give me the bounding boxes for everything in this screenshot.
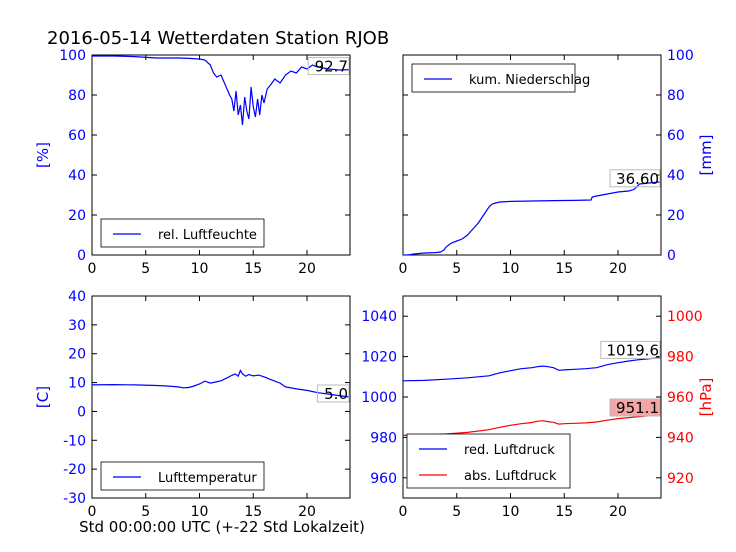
panel-temperature: 0 5 10 15 20 -30 -20 -10 0 10 20 30 40 [C] 5.0 Lufttemp…: [34, 289, 351, 520]
y-tick-label-right: 1000: [667, 309, 703, 325]
legend-box: [411, 63, 576, 93]
y-tick-label-right: 940: [667, 430, 694, 446]
x-tick-label: 10: [502, 261, 520, 277]
legend-label: abs. Luftdruck: [464, 469, 557, 484]
x-tick-label: 15: [244, 504, 262, 520]
x-tick-label: 20: [298, 504, 316, 520]
y-axis-label: [hPa]: [697, 378, 715, 417]
x-tick-label: 10: [191, 261, 209, 277]
y-tick-label: 40: [68, 289, 86, 305]
series-line: [403, 356, 661, 382]
panel-pressure: 0 5 10 15 20 960 980 1000 1020 1040 920 940 960 980 10…: [361, 295, 715, 520]
y-tick-label: -10: [63, 433, 86, 449]
legend-box: [406, 433, 571, 489]
y-axis-label: [mm]: [697, 135, 715, 176]
legend-label: rel. Luftfeuchte: [158, 228, 257, 243]
y-tick-label: 10: [68, 376, 86, 392]
x-tick-label: 5: [452, 504, 461, 520]
series-line: [403, 181, 661, 255]
series-line: [92, 369, 350, 398]
y-tick-label: -20: [63, 462, 86, 478]
y-tick-label-right: 920: [667, 471, 694, 487]
y-tick-label: 40: [68, 168, 86, 184]
last-value-label: 951.1: [616, 399, 659, 417]
y-tick-label: 980: [370, 430, 397, 446]
x-axis-label: Std 00:00:00 UTC (+-22 Std Lokalzeit): [79, 518, 365, 536]
last-value-label: 36.60: [616, 170, 659, 188]
y-tick-label: 20: [68, 208, 86, 224]
last-value-box: [609, 398, 661, 417]
panel-precipitation: 0 5 10 15 20 0 20 40 60 80 100 [mm] 36.60 kum. Nieder…: [399, 48, 715, 277]
x-tick-label: 15: [555, 504, 573, 520]
y-tick-label-right: 960: [667, 390, 694, 406]
x-tick-label: 0: [88, 261, 97, 277]
y-tick-label: 1040: [361, 309, 397, 325]
y-tick-label: 20: [68, 347, 86, 363]
legend-box: [100, 218, 265, 248]
last-value-box: [609, 169, 661, 188]
y-tick-label-right: 20: [667, 208, 685, 224]
series-line: [403, 414, 661, 436]
last-value-box: [316, 384, 350, 403]
panel-humidity: 0 5 10 15 20 0 20 40 60 80 100 [%] 92.7 rel. Luftfeuc…: [34, 48, 351, 277]
y-tick-label-right: 80: [667, 88, 685, 104]
x-tick-label: 15: [244, 261, 262, 277]
x-tick-label: 5: [141, 261, 150, 277]
y-tick-label-right: 40: [667, 168, 685, 184]
last-value-box: [307, 57, 350, 76]
figure-title: 2016-05-14 Wetterdaten Station RJOB: [47, 28, 389, 49]
y-axis-label: [%]: [34, 142, 52, 168]
y-tick-label: 1000: [361, 390, 397, 406]
plot-frame: [402, 54, 662, 256]
x-tick-label: 0: [88, 504, 97, 520]
y-tick-label: 960: [370, 471, 397, 487]
y-tick-label-right: 100: [667, 48, 694, 64]
x-tick-label: 20: [609, 504, 627, 520]
y-tick-label: 0: [77, 404, 86, 420]
x-tick-label: 5: [452, 261, 461, 277]
x-tick-label: 15: [555, 261, 573, 277]
x-tick-label: 0: [399, 261, 408, 277]
series-line: [92, 55, 350, 126]
y-tick-label: 60: [68, 128, 86, 144]
last-value-label: 5.0: [324, 385, 348, 403]
y-tick-label: 30: [68, 318, 86, 334]
x-tick-label: 20: [298, 261, 316, 277]
last-value-label: 92.7: [315, 58, 348, 76]
y-tick-label-right: 980: [667, 350, 694, 366]
plot-frame: [91, 54, 351, 256]
legend-label: Lufttemperatur: [158, 471, 257, 486]
x-tick-label: 10: [191, 504, 209, 520]
x-tick-label: 5: [141, 504, 150, 520]
y-tick-label: 0: [77, 248, 86, 264]
x-tick-label: 20: [609, 261, 627, 277]
legend-label: red. Luftdruck: [464, 443, 555, 458]
x-tick-label: 10: [502, 504, 520, 520]
legend-box: [100, 461, 265, 491]
last-value-box: [600, 340, 661, 359]
legend-label: kum. Niederschlag: [469, 73, 590, 88]
y-tick-label: 80: [68, 88, 86, 104]
y-tick-label: -30: [63, 491, 86, 507]
y-tick-label-right: 60: [667, 128, 685, 144]
last-value-label: 1019.6: [607, 341, 660, 359]
y-tick-label: 100: [59, 48, 86, 64]
x-tick-label: 0: [399, 504, 408, 520]
y-axis-label: [C]: [34, 386, 52, 408]
y-tick-label: 1020: [361, 350, 397, 366]
y-tick-label-right: 0: [667, 248, 676, 264]
